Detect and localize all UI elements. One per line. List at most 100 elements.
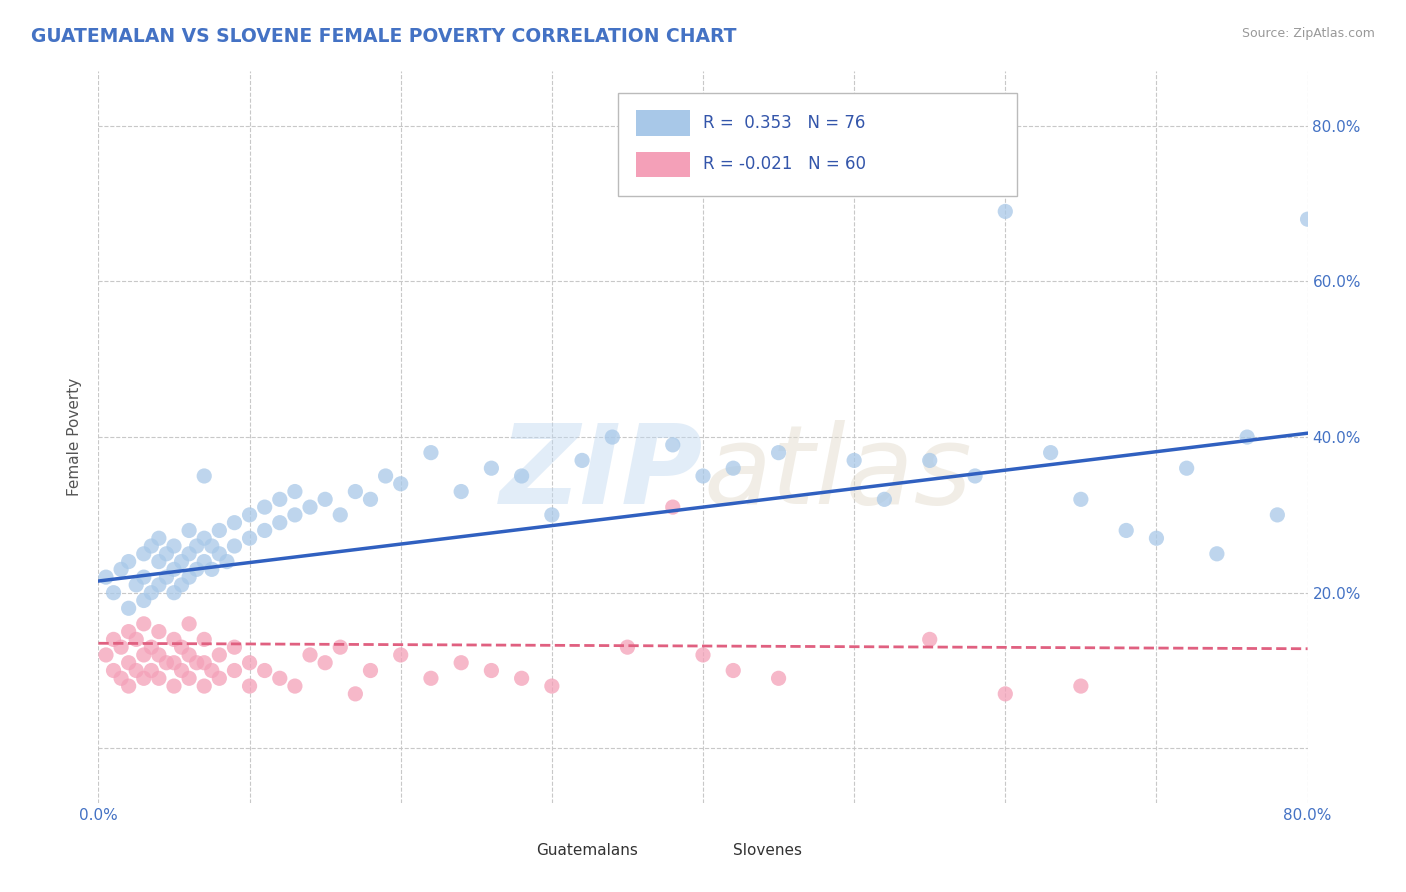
Point [284,679,307,693]
Point [148,671,170,685]
Point [163,679,186,693]
Point [224,516,246,530]
Point [314,656,336,670]
Point [186,656,208,670]
Point [510,671,533,685]
Y-axis label: Female Poverty: Female Poverty [67,378,83,496]
Point [239,656,262,670]
Point [110,640,132,655]
Point [571,453,593,467]
Point [193,632,215,647]
Point [118,624,141,639]
Point [1267,508,1289,522]
Point [186,539,208,553]
Point [163,632,186,647]
Point [1144,531,1167,545]
Point [314,492,336,507]
Point [179,616,201,631]
Point [284,484,307,499]
Point [132,547,155,561]
Point [141,539,163,553]
Point [193,469,215,483]
Point [148,648,170,662]
Point [94,570,117,584]
Point [170,664,193,678]
Point [481,461,503,475]
Point [141,585,163,599]
Point [692,469,714,483]
Point [193,656,215,670]
Point [148,555,170,569]
Point [132,648,155,662]
Point [132,616,155,631]
Point [374,469,396,483]
Point [239,531,262,545]
Text: ZIP: ZIP [499,420,703,527]
Point [103,585,125,599]
Point [193,531,215,545]
Point [163,562,186,576]
Point [692,648,714,662]
Point [201,562,224,576]
Point [269,492,291,507]
Point [179,547,201,561]
Point [148,578,170,592]
Point [103,632,125,647]
Point [201,539,224,553]
Point [132,671,155,685]
Point [155,656,177,670]
Point [1070,679,1092,693]
Point [163,539,186,553]
Point [450,484,472,499]
Point [1039,445,1062,459]
Point [768,445,790,459]
Point [239,508,262,522]
Point [148,624,170,639]
Point [224,664,246,678]
Point [616,640,638,655]
Text: GUATEMALAN VS SLOVENE FEMALE POVERTY CORRELATION CHART: GUATEMALAN VS SLOVENE FEMALE POVERTY COR… [31,27,737,45]
Point [329,508,352,522]
Text: atlas: atlas [703,420,972,527]
Point [450,656,472,670]
Point [201,664,224,678]
Point [163,656,186,670]
Point [253,524,276,538]
Point [179,524,201,538]
Point [389,648,412,662]
Point [844,453,866,467]
Point [224,640,246,655]
Point [163,585,186,599]
FancyBboxPatch shape [637,152,690,178]
Point [179,648,201,662]
Point [179,570,201,584]
Point [94,648,117,662]
Point [170,578,193,592]
Point [224,539,246,553]
Point [661,500,683,515]
Point [344,484,367,499]
Text: R = -0.021   N = 60: R = -0.021 N = 60 [703,155,866,173]
Point [602,430,624,444]
Point [118,601,141,615]
Point [420,671,443,685]
Point [118,656,141,670]
Point [329,640,352,655]
Point [103,664,125,678]
Point [125,664,148,678]
Point [1115,524,1137,538]
Point [481,664,503,678]
Point [132,593,155,607]
Text: Guatemalans: Guatemalans [536,843,638,858]
Point [118,679,141,693]
Point [170,555,193,569]
Point [179,671,201,685]
Point [186,562,208,576]
FancyBboxPatch shape [689,842,724,858]
Point [110,671,132,685]
Point [148,531,170,545]
Point [239,679,262,693]
Point [661,438,683,452]
Point [208,671,231,685]
Point [170,640,193,655]
